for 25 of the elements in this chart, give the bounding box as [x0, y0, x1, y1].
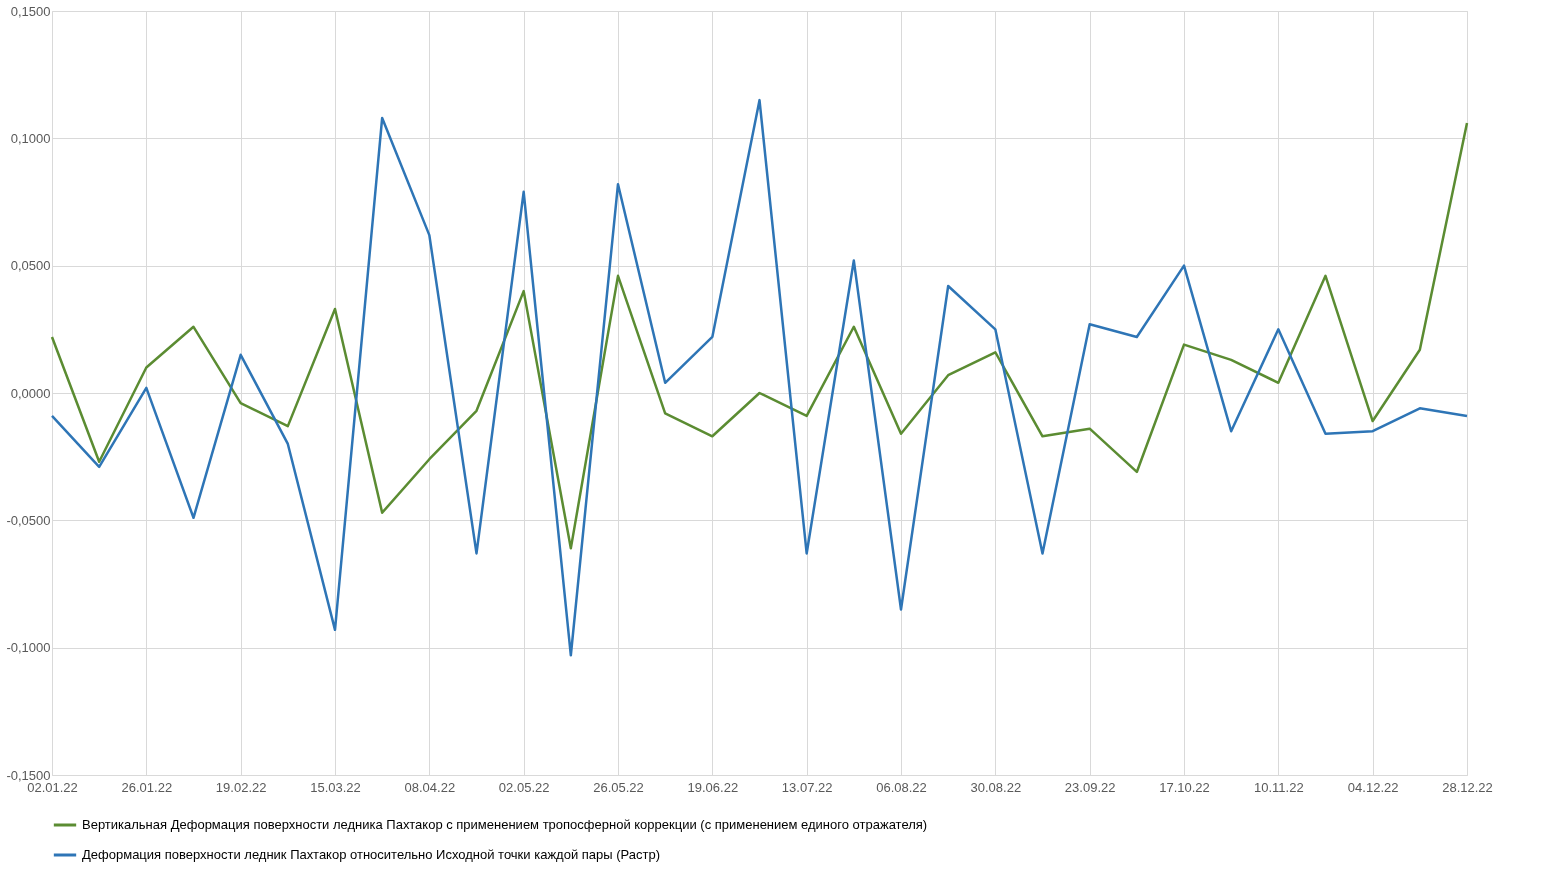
- x-tick-label: 26.05.22: [593, 779, 644, 795]
- line-series: [50, 121, 1469, 550]
- x-tick-label: 08.04.22: [404, 779, 456, 795]
- y-tick-label: 0,1000: [10, 130, 51, 146]
- x-tick-label: 02.05.22: [498, 779, 550, 795]
- x-tick-label: 06.08.22: [876, 779, 927, 795]
- x-tick-label: 04.12.22: [1347, 779, 1399, 795]
- legend-label: Деформация поверхности ледник Пахтакор относительно Исходной точки каждой пары (Растр): [82, 847, 661, 862]
- x-tick-label: 23.09.22: [1064, 779, 1116, 795]
- x-tick-label: 19.06.22: [687, 779, 739, 795]
- x-tick-label: 19.02.22: [215, 779, 267, 795]
- y-tick-label: -0,0500: [6, 512, 51, 528]
- y-tick-label: 0,0500: [10, 258, 51, 274]
- line-series: [50, 98, 1469, 657]
- x-tick-label: 15.03.22: [310, 779, 361, 795]
- legend-label: Вертикальная Деформация поверхности ледника Пахтакор с применением тропосферной коррекции (с применением единого отражателя): [82, 817, 928, 832]
- x-tick-label: 13.07.22: [781, 779, 833, 795]
- x-tick-label: 26.01.22: [121, 779, 173, 795]
- x-tick-label: 17.10.22: [1159, 779, 1210, 795]
- y-tick-label: -0,1000: [6, 640, 51, 656]
- y-tick-label: 0,1500: [10, 3, 51, 19]
- y-tick-label: 0,0000: [10, 385, 51, 401]
- x-tick-label: 28.12.22: [1442, 779, 1493, 795]
- x-tick-label: 10.11.22: [1254, 779, 1304, 795]
- x-tick-label: 30.08.22: [970, 779, 1022, 795]
